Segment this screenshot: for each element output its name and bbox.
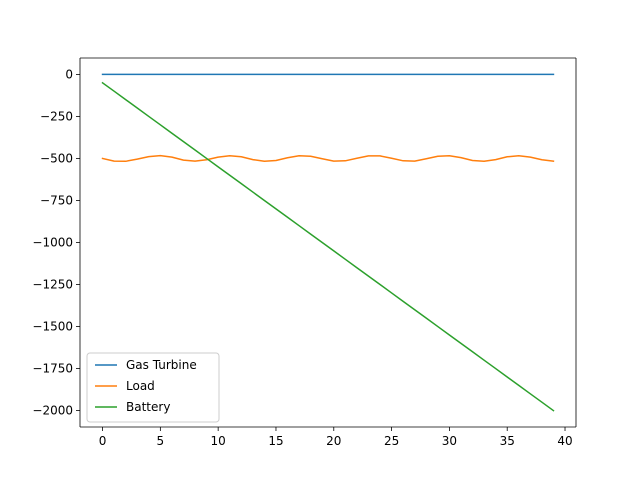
- y-tick-label: 0: [65, 67, 73, 81]
- legend-label-battery: Battery: [126, 400, 170, 414]
- legend-label-load: Load: [126, 379, 155, 393]
- x-tick-label: 25: [384, 434, 399, 448]
- series-layer: [101, 73, 555, 412]
- x-tick-label: 30: [442, 434, 457, 448]
- y-tick-label: −1250: [32, 278, 73, 292]
- x-tick-label: 10: [211, 434, 226, 448]
- legend-label-gas-turbine: Gas Turbine: [126, 358, 197, 372]
- legend-box: [86, 352, 220, 423]
- x-tick-label: 15: [268, 434, 283, 448]
- y-tick-label: −1750: [32, 362, 73, 376]
- y-tick-label: −750: [40, 193, 73, 207]
- x-tick-label: 40: [557, 434, 572, 448]
- legend: Gas Turbine Load Battery: [86, 352, 220, 423]
- x-tick-label: 0: [99, 434, 107, 448]
- series-line-load: [101, 154, 555, 163]
- x-tick-label: 20: [326, 434, 341, 448]
- axes-layer: 0 5 10 15 20 25 30 35 40 0 −250 −500 −750 −1000 −1250 −…: [32, 57, 577, 448]
- x-tick-label: 35: [500, 434, 515, 448]
- y-tick-label: −1000: [32, 236, 73, 250]
- y-tick-label: −250: [40, 109, 73, 123]
- y-tick-label: −500: [40, 151, 73, 165]
- y-tick-label: −1500: [32, 320, 73, 334]
- y-tick-label: −2000: [32, 404, 73, 418]
- x-tick-label: 5: [157, 434, 165, 448]
- series-line-battery: [101, 81, 555, 412]
